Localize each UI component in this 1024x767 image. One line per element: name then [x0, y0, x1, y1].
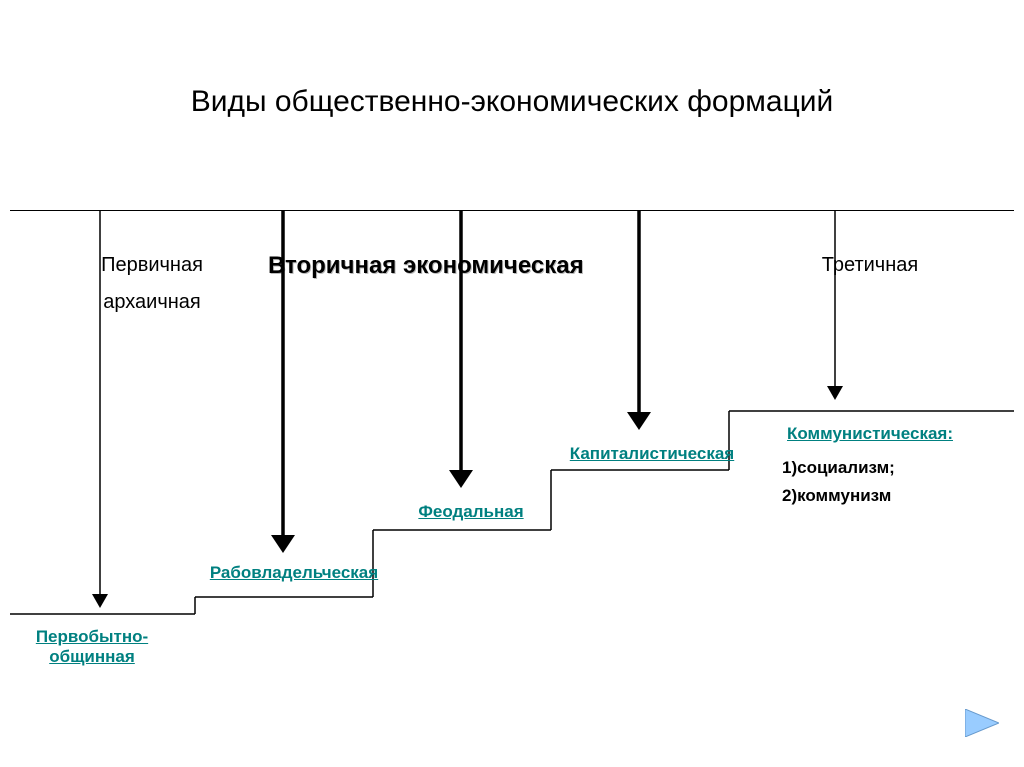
horizontal-divider	[10, 210, 1014, 211]
category-primary-line1: Первичная	[82, 254, 222, 277]
formation-feudal: Феодальная	[406, 502, 536, 522]
next-slide-button[interactable]	[965, 709, 999, 742]
category-primary: Первичная архаичная	[82, 254, 222, 314]
communist-sublist: 1)социализм;2)коммунизм	[782, 450, 895, 506]
formation-capitalist: Капиталистическая	[562, 444, 742, 464]
formation-primitive: Первобытно-общинная	[22, 627, 162, 667]
category-primary-line2: архаичная	[82, 291, 222, 314]
formation-slave: Рабовладельческая	[204, 563, 384, 583]
formation-communist: Коммунистическая:	[770, 424, 970, 444]
page-title: Виды общественно-экономических формаций	[0, 85, 1024, 119]
category-secondary: Вторичная экономическая	[268, 252, 584, 280]
chevron-right-icon	[965, 709, 999, 737]
category-tertiary: Третичная	[800, 254, 940, 277]
